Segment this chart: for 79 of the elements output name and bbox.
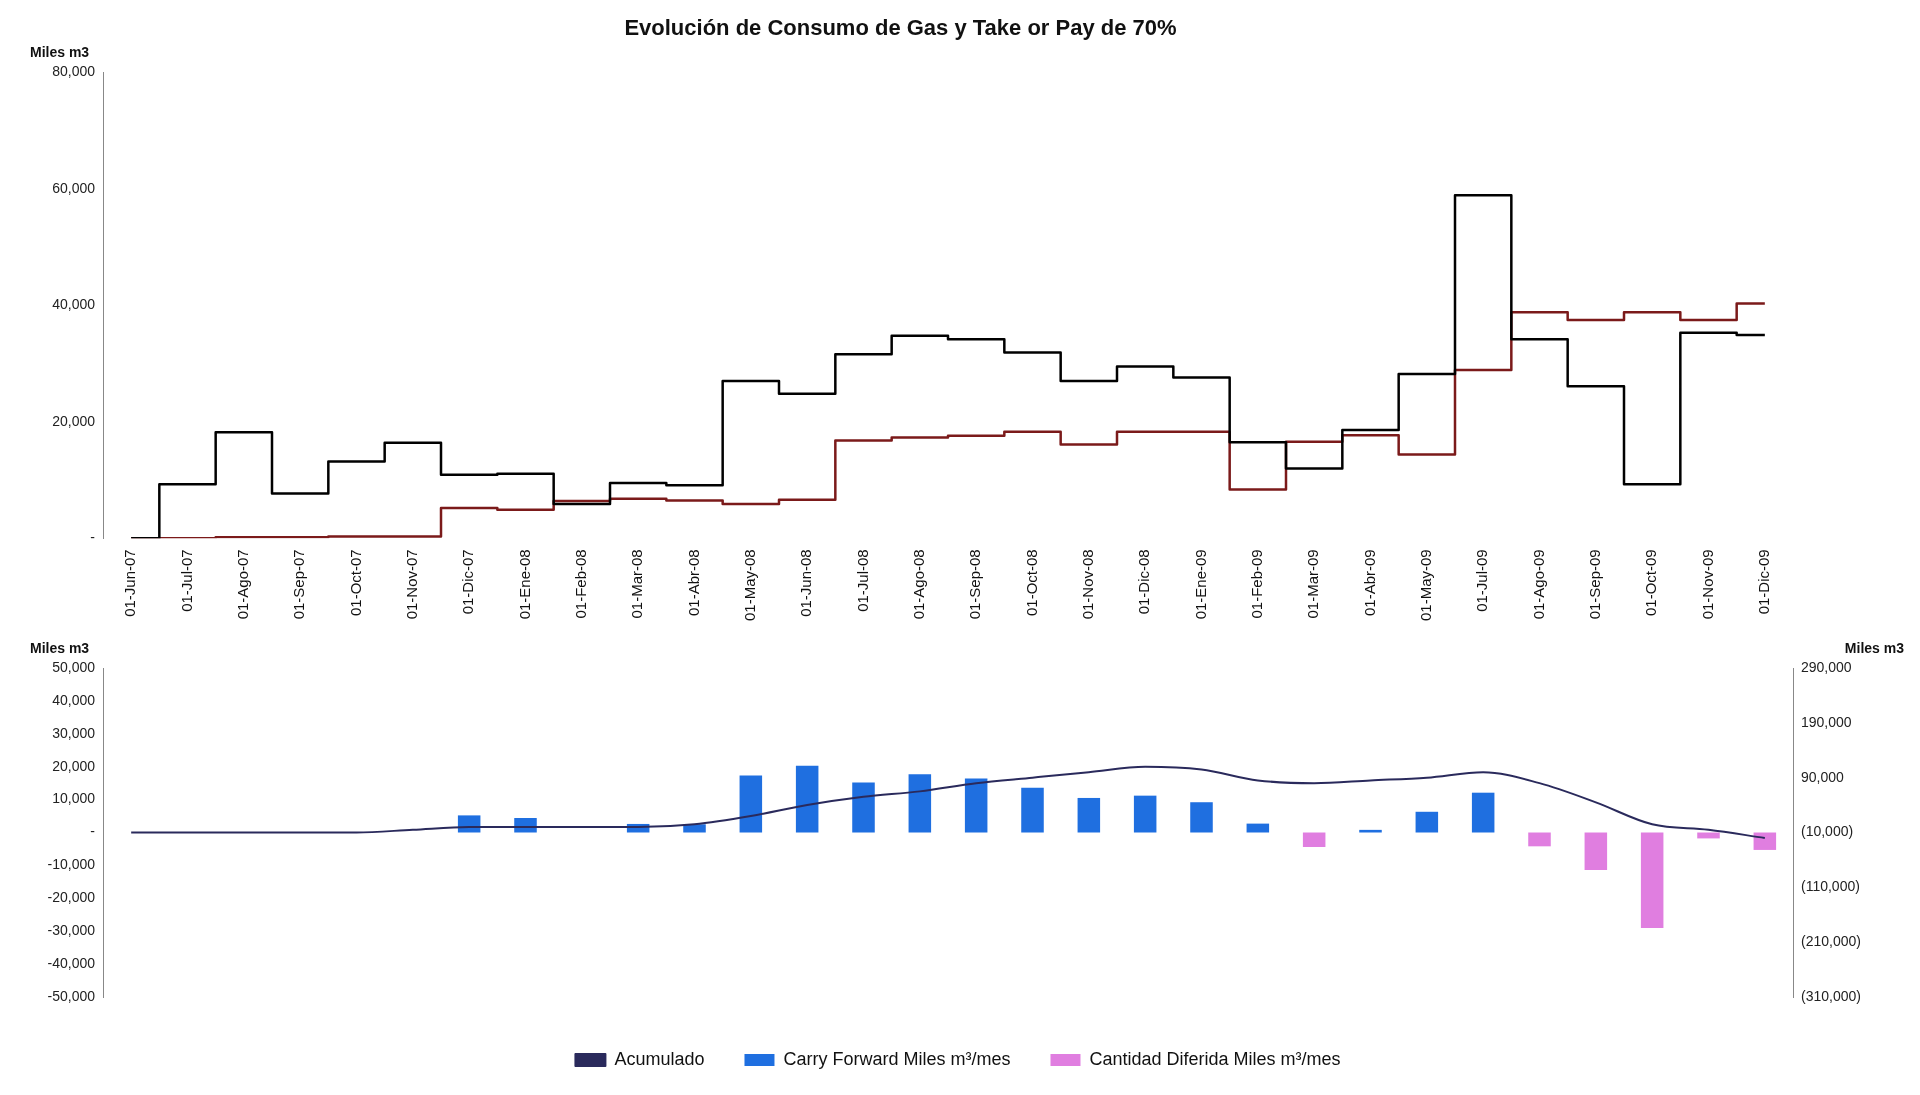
x-tick-label: 01-Ago-09: [1529, 549, 1547, 620]
bar: [1021, 787, 1044, 833]
legend-label: Acumulado: [614, 1048, 705, 1069]
bar: [1302, 832, 1326, 847]
x-tick-label: 01-Ene-08: [515, 549, 533, 620]
bar: [1190, 802, 1213, 833]
x-tick-label: 01-Jul-07: [177, 549, 195, 612]
bar: [908, 774, 932, 833]
y2-tick-label: 190,000: [1801, 713, 1852, 730]
x-tick-label: 01-Feb-09: [1247, 549, 1265, 619]
x-tick-label: 01-Ene-09: [1191, 549, 1209, 620]
y-axis-title: Miles m3: [30, 44, 90, 61]
y-tick-label: 80,000: [52, 63, 96, 80]
bar: [1640, 832, 1664, 928]
x-tick-label: 01-Ago-07: [233, 549, 251, 620]
x-tick-label: 01-Oct-09: [1642, 549, 1660, 617]
y2-axis-title: Miles m3: [1844, 639, 1905, 656]
y2-tick-label: (210,000): [1801, 933, 1861, 950]
y-tick-label: 30,000: [52, 724, 96, 741]
x-tick-label: 01-Mar-08: [628, 549, 646, 619]
bar: [1528, 832, 1551, 847]
x-tick-label: 01-Abr-08: [684, 549, 702, 617]
x-tick-label: 01-Sep-08: [966, 549, 984, 620]
bar: [1077, 797, 1101, 833]
y-tick-label: -50,000: [47, 987, 96, 1004]
x-tick-label: 01-Ago-08: [909, 549, 927, 620]
x-tick-label: 01-Nov-09: [1698, 549, 1716, 620]
x-tick-label: 01-May-08: [740, 549, 758, 622]
y-axis-title: Miles m3: [30, 639, 90, 656]
x-tick-label: 01-Nov-08: [1078, 549, 1096, 620]
x-tick-label: 01-Feb-08: [571, 549, 589, 619]
bar: [1415, 811, 1439, 833]
x-tick-label: 01-Jul-08: [853, 549, 871, 612]
y2-tick-label: (110,000): [1801, 878, 1860, 895]
y-tick-label: -40,000: [47, 954, 96, 971]
x-tick-label: 01-Jul-09: [1473, 549, 1491, 612]
bar: [1753, 832, 1777, 850]
y-tick-label: -30,000: [47, 922, 96, 939]
x-tick-label: 01-Jun-07: [121, 549, 139, 617]
y-tick-label: 20,000: [52, 757, 96, 774]
y-tick-label: -: [90, 823, 96, 840]
y-tick-label: 60,000: [52, 179, 96, 196]
bar: [1584, 832, 1608, 871]
x-tick-label: 01-Sep-09: [1585, 549, 1603, 620]
line-series: [130, 765, 1766, 839]
x-tick-label: 01-Abr-09: [1360, 549, 1378, 617]
y-tick-label: 20,000: [52, 412, 96, 429]
x-tick-label: 01-Oct-08: [1022, 549, 1040, 617]
y-tick-label: 10,000: [52, 790, 96, 807]
y2-tick-label: (10,000): [1801, 823, 1854, 840]
x-tick-label: 01-Oct-07: [346, 549, 364, 617]
y-tick-label: -10,000: [47, 856, 96, 873]
y-tick-label: -: [90, 529, 96, 546]
chart-title: Evolución de Consumo de Gas y Take or Pay de 70%: [624, 15, 1177, 41]
x-tick-label: 01-May-09: [1416, 549, 1434, 622]
y2-tick-label: (310,000): [1801, 987, 1861, 1004]
bar: [1359, 829, 1382, 833]
y-tick-label: 40,000: [52, 691, 96, 708]
bar: [1471, 792, 1495, 833]
y-tick-label: -20,000: [47, 889, 96, 906]
x-tick-label: 01-Dic-07: [459, 549, 477, 615]
y2-tick-label: 290,000: [1801, 658, 1852, 675]
x-tick-label: 01-Sep-07: [290, 549, 308, 620]
bar: [739, 775, 763, 833]
x-tick-label: 01-Dic-08: [1135, 549, 1153, 615]
legend-label: Cantidad Diferida Miles m³/mes: [1089, 1048, 1341, 1069]
y2-tick-label: 90,000: [1801, 768, 1845, 785]
bar: [852, 782, 875, 833]
x-tick-label: 01-Nov-07: [402, 549, 420, 620]
bar: [795, 765, 819, 833]
bar: [964, 778, 988, 833]
bar: [1133, 795, 1157, 833]
x-tick-label: 01-Jun-08: [797, 549, 815, 617]
x-tick-label: 01-Mar-09: [1304, 549, 1322, 619]
y-tick-label: 50,000: [52, 658, 96, 675]
x-tick-label: 01-Dic-09: [1754, 549, 1772, 615]
y-tick-label: 40,000: [52, 296, 96, 313]
bar: [1246, 823, 1270, 833]
legend-label: Carry Forward Miles m³/mes: [783, 1048, 1011, 1069]
